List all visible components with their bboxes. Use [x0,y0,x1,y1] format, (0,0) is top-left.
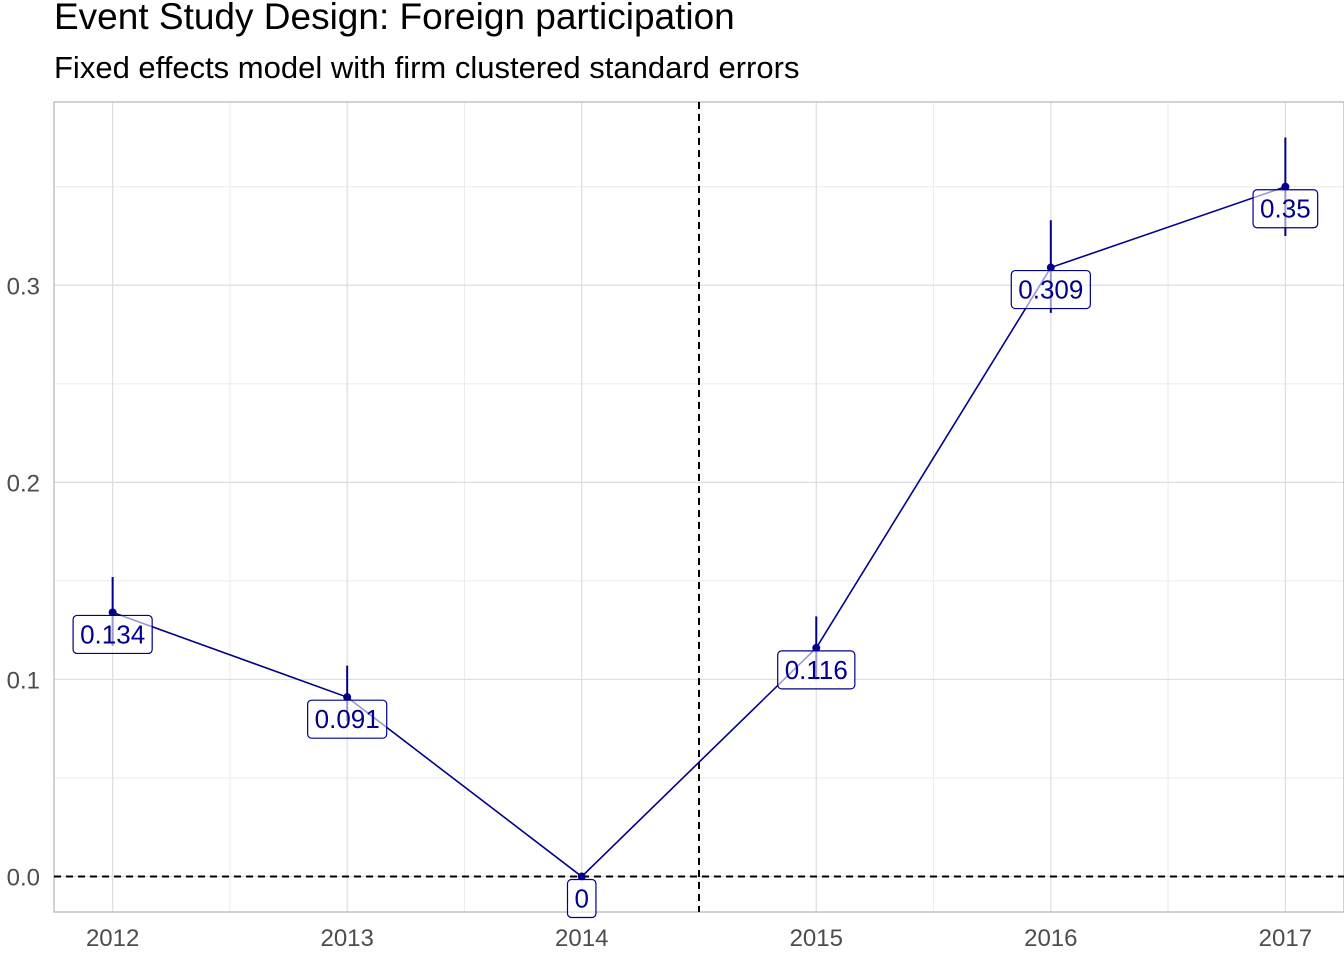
y-tick-label: 0.0 [7,865,40,892]
point-label-group: 0.309 [1010,269,1091,310]
series-line [112,185,1286,878]
chart-subtitle: Fixed effects model with firm clustered … [54,50,800,85]
point-label-box [777,650,856,690]
x-tick-label: 2013 [320,925,373,952]
data-point [108,608,117,617]
point-label: 0.309 [1018,275,1083,305]
point-label-group: 0.35 [1252,189,1319,229]
point-label-box [307,699,388,739]
point-label: 0 [574,884,588,914]
x-tick-label: 2014 [555,925,608,952]
point-label: 0.116 [785,655,848,685]
point-label: 0.134 [80,619,145,649]
point-label-box [566,878,597,919]
point-label-group: 0 [566,878,597,919]
point-label-group: 0.116 [777,650,856,690]
point-label-box [1010,269,1091,310]
x-tick-label: 2015 [790,925,843,952]
data-point [1046,263,1055,272]
x-tick-label: 2012 [86,925,139,952]
point-label-group: 0.091 [307,699,388,739]
x-tick-label: 2017 [1259,925,1312,952]
data-point [577,872,586,881]
y-tick-label: 0.1 [7,667,40,694]
chart-title: Event Study Design: Foreign participatio… [54,0,735,37]
y-tick-label: 0.2 [7,470,40,497]
data-point [1281,182,1290,191]
x-tick-label: 2016 [1024,925,1077,952]
point-label-box [1252,189,1319,229]
point-label-box [72,614,153,655]
point-label: 0.35 [1260,194,1311,224]
y-tick-label: 0.3 [7,273,40,300]
data-point [343,693,352,702]
data-point [812,643,821,652]
point-label: 0.091 [315,704,380,734]
point-label-group: 0.134 [72,614,153,655]
